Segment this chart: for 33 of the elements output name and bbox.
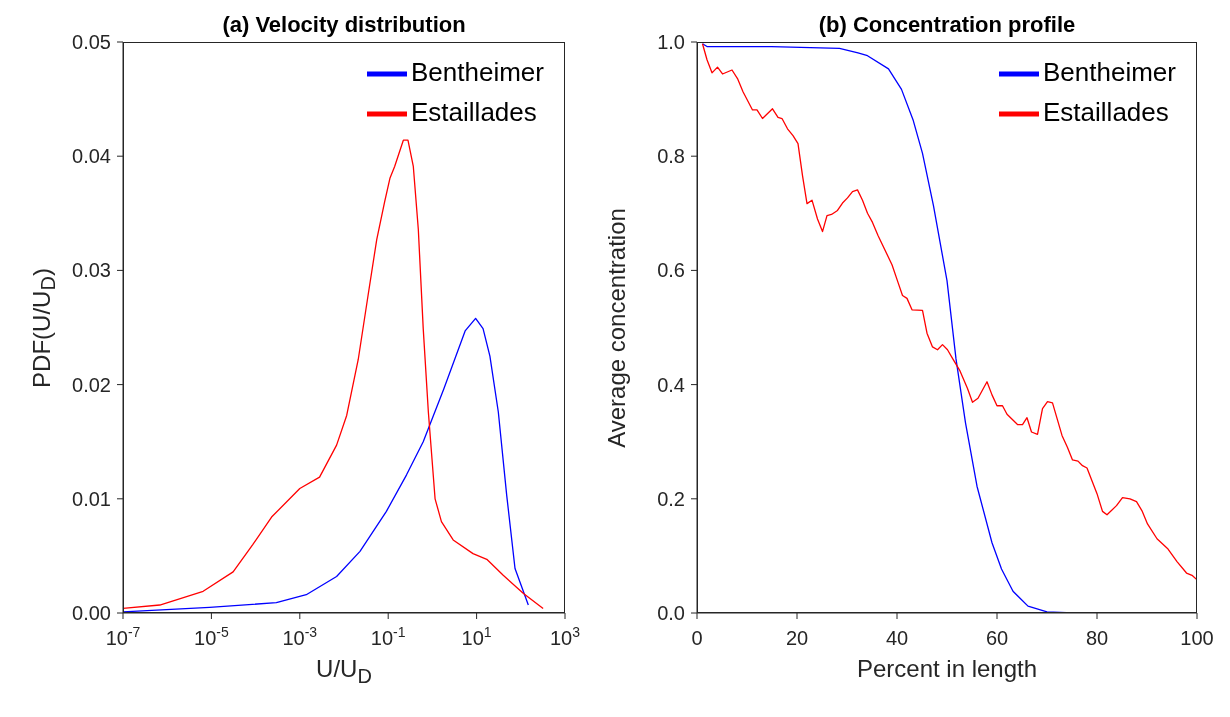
x-tick-label: 60 <box>985 627 1009 649</box>
y-axis-title: Average concentration <box>602 206 631 450</box>
y-tick-label: 0.6 <box>657 259 685 282</box>
chart-title: (b) Concentration profile <box>817 12 1077 38</box>
y-tick-label: 0.04 <box>72 145 111 168</box>
x-tick-label: 10$^{1}$ <box>461 624 492 649</box>
legend-label: Bentheimer <box>1043 56 1176 87</box>
y-tick-label: 0.0 <box>657 602 685 624</box>
y-tick-label: 0.03 <box>72 259 111 282</box>
x-tick-label: 80 <box>1085 627 1109 649</box>
y-tick-label: 0.05 <box>72 31 111 53</box>
y-tick-label: 0.8 <box>657 145 685 168</box>
legend-label: Estaillades <box>1043 96 1169 127</box>
x-tick-label: 10$^{-7}$ <box>105 624 141 649</box>
y-tick-label: 0.02 <box>72 373 111 396</box>
y-tick-label: 0.00 <box>72 602 111 624</box>
x-tick-label: 10$^{-1}$ <box>370 624 406 649</box>
x-axis-title: Percent in length <box>855 655 1039 683</box>
x-tick-label: 0 <box>691 627 703 649</box>
legend-label: Bentheimer <box>411 56 544 87</box>
x-tick-label: 100 <box>1180 627 1214 649</box>
x-tick-label: 10$^{-5}$ <box>194 624 229 649</box>
x-axis-title: U/U$_{D}$ <box>315 655 373 688</box>
x-tick-label: 10$^{3}$ <box>549 624 581 649</box>
legend-label: Estaillades <box>411 96 537 127</box>
y-tick-label: 0.2 <box>657 487 685 510</box>
y-tick-label: 0.01 <box>72 487 111 510</box>
x-tick-label: 20 <box>785 627 809 649</box>
x-tick-label: 40 <box>885 627 909 649</box>
chart-title: (a) Velocity distribution <box>221 12 467 38</box>
y-tick-label: 1.0 <box>657 31 685 53</box>
y-tick-label: 0.4 <box>657 373 685 396</box>
x-tick-label: 10$^{-3}$ <box>282 624 318 649</box>
